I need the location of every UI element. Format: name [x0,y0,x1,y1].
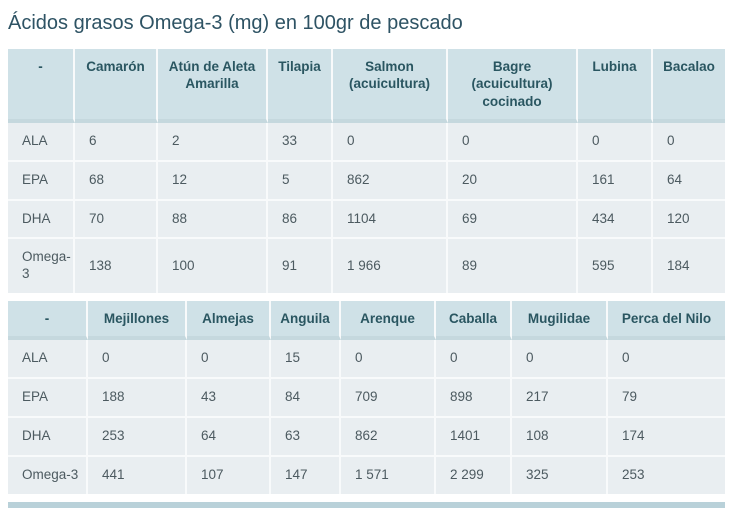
value-cell: 86 [268,198,333,238]
value-cell: 12 [158,159,268,199]
value-cell: 69 [448,198,578,238]
value-cell: 184 [653,237,725,294]
row-label: DHA [8,416,88,456]
value-cell: 325 [512,455,608,494]
value-cell: 79 [608,377,725,417]
value-cell: 100 [158,237,268,294]
value-cell: 2 [158,122,268,160]
column-header: Salmon (acuicultura) [333,49,448,123]
value-cell: 84 [271,377,341,417]
value-cell: 15 [271,340,341,378]
table-row: Omega-3 441 107 147 1 571 2 299 325 253 [8,455,725,494]
value-cell: 1 966 [333,237,448,294]
value-cell: 138 [75,237,158,294]
value-cell: 5 [268,159,333,199]
value-cell: 0 [341,340,436,378]
tables-container: - Camarón Atún de Aleta Amarilla Tilapia Sal… [8,49,725,494]
value-cell: 862 [333,159,448,199]
value-cell: 6 [75,122,158,160]
column-header: Mejillones [88,301,187,341]
fish-omega3-table-2: - Mejillones Almejas Anguila Arenque Caballa M… [8,301,725,494]
column-header: Camarón [75,49,158,123]
value-cell: 107 [187,455,271,494]
header-row: - Camarón Atún de Aleta Amarilla Tilapia Sal… [8,49,725,123]
next-table-header-partial [8,501,725,508]
table-row: DHA 253 64 63 862 1401 108 174 [8,416,725,456]
value-cell: 2 299 [436,455,512,494]
column-header: Atún de Aleta Amarilla [158,49,268,123]
value-cell: 174 [608,416,725,456]
row-label: ALA [8,122,75,160]
value-cell: 108 [512,416,608,456]
value-cell: 0 [512,340,608,378]
column-header: Bagre (acuicultura) cocinado [448,49,578,123]
value-cell: 33 [268,122,333,160]
value-cell: 63 [271,416,341,456]
table-row: ALA 0 0 15 0 0 0 0 [8,340,725,378]
column-header: Lubina [578,49,653,123]
value-cell: 0 [333,122,448,160]
column-header: - [8,301,88,341]
value-cell: 0 [578,122,653,160]
value-cell: 161 [578,159,653,199]
value-cell: 0 [608,340,725,378]
fish-omega3-table-1: - Camarón Atún de Aleta Amarilla Tilapia Sal… [8,49,725,294]
value-cell: 188 [88,377,187,417]
table-row: ALA 6 2 33 0 0 0 0 [8,122,725,160]
value-cell: 709 [341,377,436,417]
row-label: DHA [8,198,75,238]
table-row: EPA 68 12 5 862 20 161 64 [8,159,725,199]
column-header: Anguila [271,301,341,341]
value-cell: 91 [268,237,333,294]
column-header: Bacalao [653,49,725,123]
value-cell: 64 [653,159,725,199]
value-cell: 89 [448,237,578,294]
row-label: Omega-3 [8,455,88,494]
column-header: Arenque [341,301,436,341]
row-label: ALA [8,340,88,378]
value-cell: 441 [88,455,187,494]
value-cell: 595 [578,237,653,294]
page-title: Ácidos grasos Omega-3 (mg) en 100gr de p… [8,12,463,34]
table-row: EPA 188 43 84 709 898 217 79 [8,377,725,417]
value-cell: 20 [448,159,578,199]
column-header: - [8,49,75,123]
table-row: Omega-3 138 100 91 1 966 89 595 184 [8,237,725,294]
value-cell: 862 [341,416,436,456]
value-cell: 434 [578,198,653,238]
value-cell: 253 [88,416,187,456]
column-header: Caballa [436,301,512,341]
value-cell: 253 [608,455,725,494]
value-cell: 43 [187,377,271,417]
value-cell: 217 [512,377,608,417]
row-label: EPA [8,159,75,199]
value-cell: 0 [436,340,512,378]
column-header: Mugilidae [512,301,608,341]
column-header: Tilapia [268,49,333,123]
value-cell: 898 [436,377,512,417]
header-row: - Mejillones Almejas Anguila Arenque Caballa M… [8,301,725,341]
value-cell: 0 [187,340,271,378]
row-label: EPA [8,377,88,417]
column-header: Perca del Nilo [608,301,725,341]
value-cell: 64 [187,416,271,456]
value-cell: 1 571 [341,455,436,494]
value-cell: 70 [75,198,158,238]
row-label: Omega-3 [8,237,75,294]
value-cell: 0 [653,122,725,160]
value-cell: 68 [75,159,158,199]
value-cell: 1401 [436,416,512,456]
value-cell: 88 [158,198,268,238]
value-cell: 0 [88,340,187,378]
value-cell: 147 [271,455,341,494]
value-cell: 120 [653,198,725,238]
value-cell: 0 [448,122,578,160]
column-header: Almejas [187,301,271,341]
value-cell: 1104 [333,198,448,238]
table-row: DHA 70 88 86 1104 69 434 120 [8,198,725,238]
